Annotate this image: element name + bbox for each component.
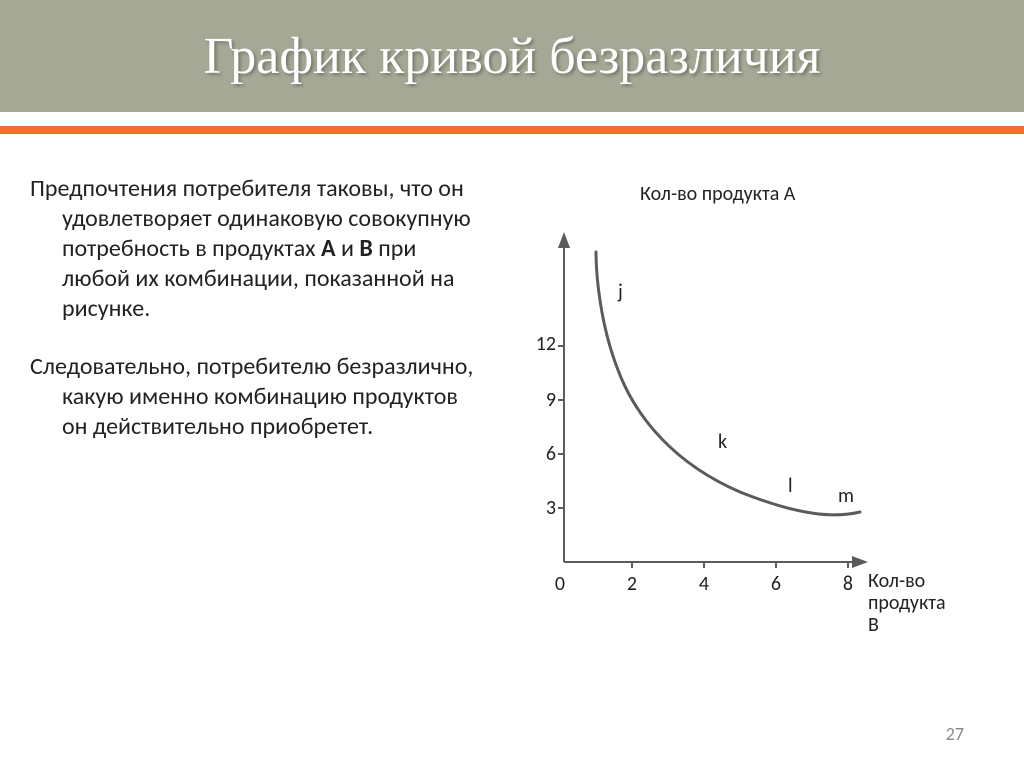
slide-title: График кривой безразличия	[203, 27, 820, 86]
content-area: Предпочтения потребителя таковы, что он …	[0, 134, 1024, 654]
accent-rule	[0, 126, 1024, 134]
paragraph-2: Следовательно, потребителю безразлично, …	[30, 352, 480, 442]
indifference-curve-chart: Кол-во продукта А 12 9 6 3 0 2 4 6 8 Кол…	[500, 174, 960, 654]
p1-a: А	[321, 234, 336, 263]
x-axis-arrow-icon	[852, 556, 868, 568]
chart-column: Кол-во продукта А 12 9 6 3 0 2 4 6 8 Кол…	[500, 174, 994, 654]
chart-svg	[500, 174, 960, 614]
title-bar: График кривой безразличия	[0, 0, 1024, 112]
y-axis-arrow-icon	[558, 232, 570, 248]
paragraph-1: Предпочтения потребителя таковы, что он …	[30, 174, 480, 324]
p1-b: В	[359, 234, 372, 263]
p1-mid: и	[336, 234, 360, 263]
slide: График кривой безразличия Предпочтения п…	[0, 0, 1024, 767]
indifference-curve	[596, 252, 860, 515]
text-column: Предпочтения потребителя таковы, что он …	[30, 174, 500, 654]
page-number: 27	[946, 723, 964, 745]
